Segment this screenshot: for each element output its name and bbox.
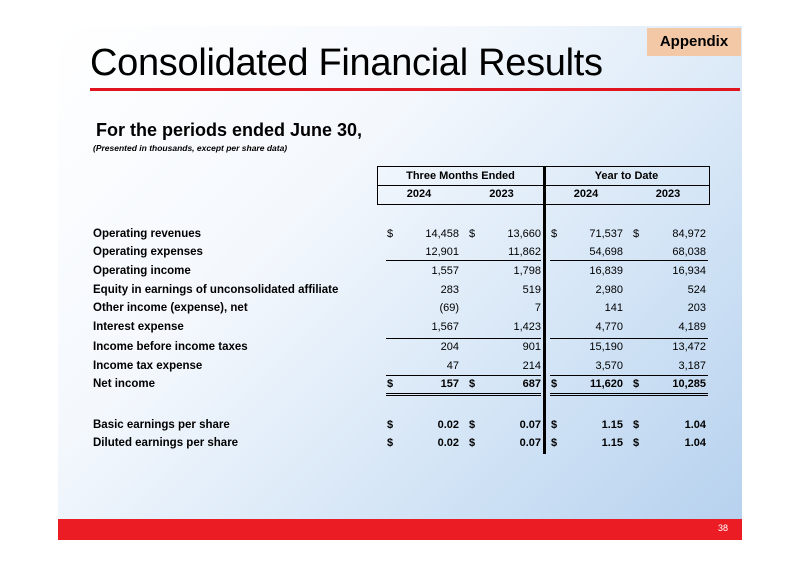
currency-symbol: $ (551, 419, 558, 431)
page-title: Consolidated Financial Results (90, 42, 603, 84)
table-cell: 283 (440, 284, 459, 296)
table-cell: 71,537 (589, 228, 623, 240)
row-label: Diluted earnings per share (93, 437, 239, 449)
table-cell: 68,038 (672, 246, 706, 258)
table-cell: 519 (522, 284, 541, 296)
table-cell: 3,570 (595, 360, 623, 372)
table-cell: 16,934 (672, 265, 706, 277)
subtotal-rule (386, 260, 541, 261)
row-label: Operating income (93, 265, 191, 277)
table-cell: 214 (522, 360, 541, 372)
currency-symbol: $ (551, 378, 558, 390)
total-double-rule (550, 393, 708, 396)
currency-symbol: $ (387, 228, 394, 240)
table-cell: 1,567 (431, 321, 459, 333)
table-cell: 54,698 (589, 246, 623, 258)
row-label: Net income (93, 378, 155, 390)
table-cell: 1,557 (431, 265, 459, 277)
subtotal-rule (550, 338, 708, 339)
total-double-rule (386, 393, 541, 396)
row-label: Operating revenues (93, 228, 202, 240)
table-cell: (69) (439, 302, 459, 314)
subtotal-rule (386, 338, 541, 339)
year-header: 2024 (406, 188, 432, 200)
table-cell: 47 (446, 360, 459, 372)
table-cell: 204 (440, 341, 459, 353)
currency-symbol: $ (469, 419, 476, 431)
table-cell: 1.15 (601, 437, 623, 449)
table-cell: 12,901 (425, 246, 459, 258)
currency-symbol: $ (633, 378, 640, 390)
currency-symbol: $ (469, 228, 476, 240)
currency-symbol: $ (387, 378, 394, 390)
subtotal-rule (386, 375, 541, 376)
table-cell: 157 (440, 378, 459, 390)
footer-bar: 38 (58, 519, 742, 540)
currency-symbol: $ (387, 437, 394, 449)
currency-symbol: $ (633, 228, 640, 240)
table-cell: 687 (522, 378, 541, 390)
year-header: 2023 (489, 188, 514, 200)
subtotal-rule (550, 375, 708, 376)
currency-symbol: $ (551, 228, 558, 240)
row-label: Interest expense (93, 321, 184, 333)
table-cell: 901 (522, 341, 541, 353)
table-cell: 1.04 (684, 437, 706, 449)
table-cell: 10,285 (672, 378, 706, 390)
period-subtitle: For the periods ended June 30, (96, 120, 363, 140)
table-cell: 1,423 (513, 321, 541, 333)
table-cell: 0.07 (519, 437, 541, 449)
table-cell: 1,798 (513, 265, 541, 277)
row-label: Basic earnings per share (93, 419, 230, 431)
table-cell: 141 (604, 302, 623, 314)
table-cell: 13,660 (507, 228, 541, 240)
table-cell: 4,770 (595, 321, 623, 333)
table-cell: 4,189 (678, 321, 706, 333)
row-label: Income tax expense (93, 360, 203, 372)
table-cell: 14,458 (425, 228, 459, 240)
table-cell: 13,472 (672, 341, 706, 353)
year-header: 2023 (655, 188, 681, 200)
table-cell: 15,190 (589, 341, 623, 353)
subtotal-rule (550, 260, 708, 261)
table-cell: 3,187 (678, 360, 706, 372)
period-divider (543, 166, 546, 454)
units-note: (Presented in thousands, except per shar… (93, 143, 288, 153)
table-cell: 0.02 (437, 437, 459, 449)
header-group-year-to-date: Year to Date (543, 166, 710, 186)
currency-symbol: $ (469, 437, 476, 449)
page-number: 38 (717, 523, 728, 533)
table-cell: 11,620 (589, 378, 623, 390)
row-label: Income before income taxes (93, 341, 248, 353)
header-group-three-months: Three Months Ended (377, 166, 544, 186)
slide-background (58, 26, 742, 540)
table-cell: 203 (687, 302, 706, 314)
row-label: Other income (expense), net (93, 302, 248, 314)
table-cell: 11,862 (508, 246, 541, 258)
year-header: 2024 (573, 188, 599, 200)
currency-symbol: $ (633, 437, 640, 449)
row-label: Operating expenses (93, 246, 203, 258)
table-cell: 0.02 (437, 419, 459, 431)
currency-symbol: $ (633, 419, 640, 431)
title-underline (90, 88, 740, 91)
table-cell: 1.04 (684, 419, 706, 431)
table-cell: 2,980 (595, 284, 623, 296)
currency-symbol: $ (469, 378, 476, 390)
table-cell: 84,972 (672, 228, 706, 240)
table-cell: 1.15 (601, 419, 623, 431)
table-cell: 524 (687, 284, 706, 296)
table-cell: 16,839 (589, 265, 623, 277)
currency-symbol: $ (551, 437, 558, 449)
table-cell: 7 (534, 302, 541, 314)
row-label: Equity in earnings of unconsolidated aff… (93, 284, 339, 296)
appendix-tag: Appendix (647, 28, 741, 56)
table-cell: 0.07 (519, 419, 541, 431)
currency-symbol: $ (387, 419, 394, 431)
